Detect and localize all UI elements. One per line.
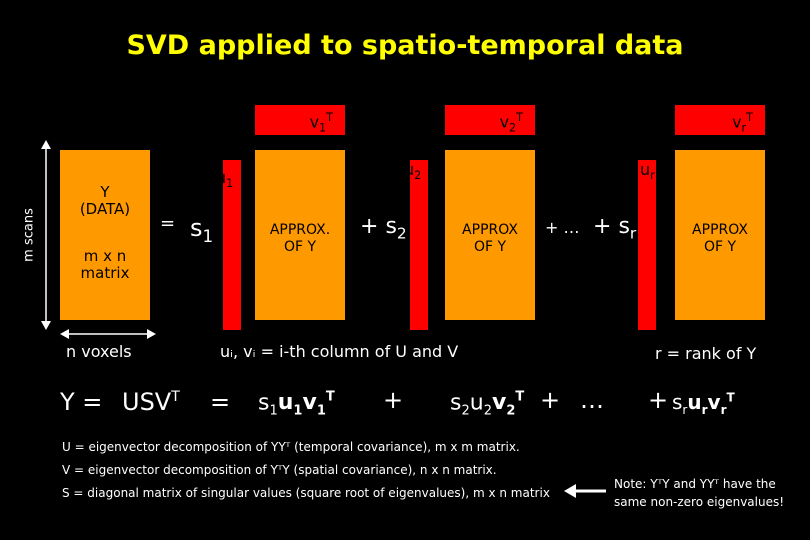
ur-column: [638, 160, 656, 330]
v2-label: v2T: [499, 111, 523, 135]
rank-note: r = rank of Y: [655, 344, 757, 363]
eq-term2: s2u2v2T: [450, 390, 525, 419]
cols-arrow: [60, 329, 156, 339]
data-box-dims: m x n: [83, 247, 127, 265]
u1-label: u1: [216, 168, 234, 191]
s1-label: s1: [190, 214, 214, 246]
eq-plus2: +: [540, 386, 561, 414]
data-matrix-box: Y (DATA) m x n matrix: [60, 150, 150, 320]
ur-label: ur: [640, 160, 655, 183]
eq-usv: USVT: [122, 388, 180, 416]
approx2-box: APPROX OF Y: [445, 150, 535, 320]
eq-plus1: +: [383, 386, 404, 414]
left-arrow-icon: [564, 484, 606, 498]
equals-sign: =: [160, 213, 176, 234]
column-note: uᵢ, vᵢ = i-th column of U and V: [220, 342, 459, 361]
v2-row: v2T: [445, 105, 535, 135]
rows-label: m scans: [21, 208, 37, 262]
data-box-data: (DATA): [79, 200, 131, 218]
u1-column: [223, 160, 241, 330]
eq-dots: …: [580, 386, 604, 414]
data-box-matrix: matrix: [80, 264, 130, 282]
eq-equals: =: [210, 388, 231, 416]
eq-termr: srurvrT: [672, 390, 735, 417]
definition-u: U = eigenvector decomposition of YYᵀ (te…: [62, 440, 520, 454]
u2-label: u2: [404, 160, 422, 183]
vr-row: vrT: [675, 105, 765, 135]
ellipsis-plus: + …: [545, 218, 580, 237]
definition-v: V = eigenvector decomposition of YᵀY (sp…: [62, 463, 497, 477]
definition-s: S = diagonal matrix of singular values (…: [62, 486, 550, 500]
eq-term1: s1u1v1T: [258, 390, 335, 419]
approx1-box: APPROX. OF Y: [255, 150, 345, 320]
side-note: Note: YᵀY and YYᵀ have the same non-zero…: [614, 477, 785, 509]
cols-label: n voxels: [66, 342, 132, 361]
eq-plus3: +: [648, 386, 669, 414]
data-box-y: Y: [100, 183, 110, 201]
s2-label: + s2: [360, 214, 407, 243]
svd-equation: Y =: [60, 388, 102, 416]
rows-arrow: [41, 140, 51, 330]
vr-label: vrT: [732, 111, 753, 135]
approxr-box: APPROX OF Y: [675, 150, 765, 320]
v1-row: v1T: [255, 105, 345, 135]
sr-label: + sr: [593, 214, 637, 243]
eq-lhs: Y =: [60, 388, 103, 416]
v1-label: v1T: [309, 111, 333, 135]
page-title: SVD applied to spatio-temporal data: [126, 30, 684, 61]
u2-column: [410, 160, 428, 330]
